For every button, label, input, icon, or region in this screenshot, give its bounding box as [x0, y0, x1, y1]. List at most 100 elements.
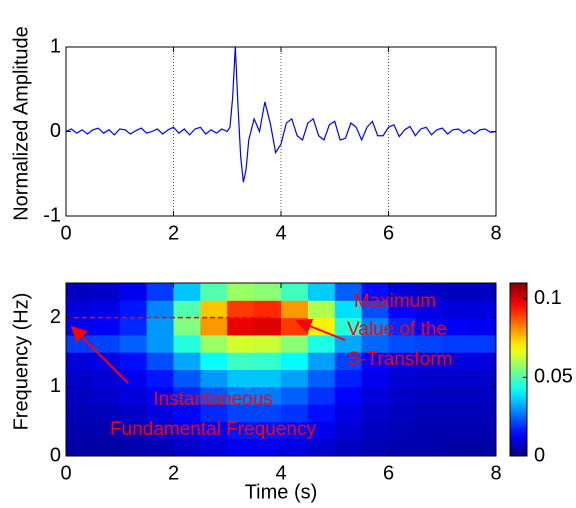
heatmap-cell — [146, 369, 174, 388]
heatmap-cell — [281, 438, 309, 457]
heatmap-cell — [227, 404, 255, 422]
heatmap-cell — [200, 317, 228, 336]
y-axis-label: Normalized Amplitude — [10, 26, 32, 221]
heatmap-cell — [361, 438, 389, 457]
heatmap-cell — [415, 369, 443, 388]
heatmap-cell — [307, 386, 336, 405]
heatmap-cell — [307, 334, 336, 353]
annotation: Value of the — [347, 319, 447, 340]
heatmap-cell — [119, 386, 148, 405]
heatmap-cell — [66, 421, 94, 440]
heatmap-cell — [361, 283, 389, 301]
heatmap-cell — [307, 352, 336, 370]
heatmap-cell — [173, 404, 201, 422]
y-tick-label: 2 — [50, 306, 61, 328]
heatmap-cell — [146, 352, 174, 370]
heatmap-cell — [254, 300, 282, 319]
colorbar-tick-label: 0.05 — [534, 366, 573, 388]
heatmap-cell — [388, 386, 416, 405]
heatmap-cell — [307, 421, 336, 440]
heatmap-cell — [146, 317, 174, 336]
heatmap-cell — [119, 438, 148, 457]
heatmap-cell — [388, 352, 416, 370]
heatmap-cell — [388, 438, 416, 457]
heatmap-cell — [254, 317, 282, 336]
heatmap-cell — [334, 421, 363, 440]
heatmap-cell — [146, 421, 174, 440]
colorbar-tick-label: 0 — [534, 444, 545, 466]
heatmap-cell — [254, 421, 282, 440]
heatmap-cell — [281, 369, 309, 388]
heatmap-cell — [281, 421, 309, 440]
heatmap-cell — [146, 334, 174, 353]
heatmap-cell — [119, 352, 148, 370]
heatmap-cell — [227, 300, 255, 319]
annotation-arrow — [70, 325, 129, 384]
heatmap-cell — [334, 369, 363, 388]
heatmap-cell — [119, 421, 148, 440]
heatmap-cell — [469, 283, 497, 301]
heatmap-cell — [469, 438, 497, 457]
heatmap-cell — [361, 334, 389, 353]
heatmap-cell — [200, 334, 228, 353]
heatmap-cell — [92, 300, 121, 319]
x-tick-label: 2 — [168, 222, 179, 244]
heatmap-cell — [281, 317, 309, 336]
heatmap-cell — [361, 352, 389, 370]
heatmap-cell — [66, 386, 94, 405]
heatmap-cell — [254, 334, 282, 353]
heatmap-cell — [388, 317, 416, 336]
heatmap-cell — [361, 300, 389, 319]
heatmap-cell — [469, 421, 497, 440]
heatmap-cell — [415, 283, 443, 301]
heatmap-cell — [334, 404, 363, 422]
heatmap-cell — [200, 386, 228, 405]
heatmap-cell — [307, 369, 336, 388]
heatmap-cell — [119, 334, 148, 353]
heatmap-cell — [469, 317, 497, 336]
heatmap-cell — [92, 404, 121, 422]
heatmap-cell — [173, 421, 201, 440]
heatmap-cell — [415, 352, 443, 370]
heatmap-cell — [227, 283, 255, 301]
heatmap-cell — [254, 352, 282, 370]
heatmap-cell — [334, 352, 363, 370]
annotation: Instantaneous — [153, 389, 272, 410]
heatmap-cell — [92, 369, 121, 388]
heatmap-cell — [307, 438, 336, 457]
heatmap-cell — [442, 369, 470, 388]
heatmap-cell — [469, 386, 497, 405]
heatmap-cell — [469, 352, 497, 370]
heatmap-cell — [66, 283, 94, 301]
y-axis-label: Frequency (Hz) — [10, 293, 32, 431]
heatmap-cell — [334, 317, 363, 336]
heatmap-cell — [307, 300, 336, 319]
y-tick-label: 0 — [50, 444, 61, 466]
x-tick-label: 0 — [60, 462, 71, 484]
heatmap-cell — [388, 404, 416, 422]
x-tick-label: 4 — [275, 462, 286, 484]
heatmap-cell — [173, 283, 201, 301]
heatmap-cell — [334, 300, 363, 319]
heatmap-cell — [66, 404, 94, 422]
heatmap-cell — [442, 421, 470, 440]
heatmap-cell — [415, 300, 443, 319]
heatmap-cell — [119, 404, 148, 422]
heatmap-cell — [173, 438, 201, 457]
heatmap-cell — [200, 421, 228, 440]
heatmap-cell — [227, 386, 255, 405]
heatmap-cell — [66, 369, 94, 388]
heatmap-cell — [361, 421, 389, 440]
heatmap-cell — [146, 300, 174, 319]
annotation: S-Transform — [348, 349, 453, 370]
heatmap-cell — [254, 404, 282, 422]
heatmap-cell — [173, 369, 201, 388]
x-tick-label: 8 — [490, 222, 501, 244]
heatmap-cell — [361, 386, 389, 405]
heatmap-cell — [388, 369, 416, 388]
heatmap-cell — [415, 386, 443, 405]
heatmap-cell — [254, 386, 282, 405]
heatmap-cell — [146, 386, 174, 405]
heatmap-cell — [173, 386, 201, 405]
